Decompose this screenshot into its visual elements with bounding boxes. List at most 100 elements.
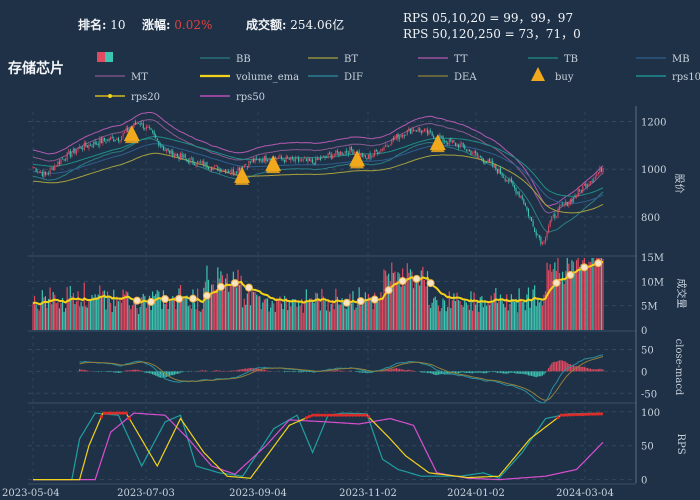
volume-bar (580, 264, 582, 330)
macd-hist-bar (82, 370, 84, 372)
volume-bar (361, 300, 363, 330)
candle-body (450, 137, 452, 142)
candle-body (572, 196, 575, 203)
macd-hist-bar (167, 371, 169, 377)
macd-hist-bar (493, 371, 495, 372)
macd-hist-bar (544, 371, 547, 373)
macd-hist-bar (571, 365, 573, 372)
candle-body (487, 159, 489, 163)
rank-label: 排名: (78, 18, 107, 32)
volume-bar (175, 309, 177, 330)
volume-bar (426, 271, 429, 330)
candle-body (527, 208, 529, 217)
volume-bar (237, 269, 239, 330)
candle-body (479, 156, 481, 157)
volume-bar (262, 302, 264, 330)
macd-hist-bar (333, 370, 335, 372)
candle-body (364, 155, 366, 157)
macd-hist-bar (579, 366, 581, 372)
candle-body (492, 160, 494, 167)
macd-hist-bar (468, 371, 471, 373)
candle-body (262, 159, 264, 162)
volume-bar (46, 307, 48, 330)
volume-bar (383, 269, 385, 330)
macd-hist-bar (262, 370, 264, 372)
macd-hist-bar (534, 371, 536, 377)
candle-body (552, 214, 554, 217)
macd-hist-bar (437, 371, 439, 375)
volume-bar (259, 296, 261, 330)
volume-bar (110, 302, 112, 330)
candle-body (445, 140, 447, 143)
band-MB (33, 143, 604, 204)
rps-high-dot (323, 413, 327, 417)
volume-bar (434, 296, 436, 330)
candle-body (412, 130, 415, 131)
candle-body (299, 160, 301, 162)
volume-bar (555, 270, 558, 330)
rps-high-dot (307, 414, 312, 419)
candle-body (218, 168, 220, 172)
candle-body (482, 158, 484, 163)
macd-hist-bar (394, 368, 396, 372)
candle-body (599, 167, 601, 173)
volume-bar (114, 306, 116, 330)
volume-bar (122, 289, 124, 330)
candle-body (538, 235, 540, 238)
candle-body (476, 152, 478, 156)
macd-hist-bar (200, 370, 202, 372)
macd-hist-bar (249, 368, 252, 372)
candle-body (103, 137, 105, 141)
candle-body (419, 128, 421, 131)
macd-hist-bar (360, 371, 362, 373)
x-tick-label: 2023-07-03 (117, 488, 175, 499)
volume-bar (297, 300, 300, 330)
candle-body (451, 140, 453, 143)
candle-body (232, 169, 234, 174)
volume-bar (374, 292, 376, 330)
candle-body (110, 137, 112, 140)
volume-bar (602, 259, 604, 330)
y-tick-label: 100 (641, 408, 660, 419)
rps10-line (33, 412, 604, 481)
volume-bar (593, 257, 595, 330)
volume-bar (83, 282, 85, 330)
y-tick-label: 50 (641, 442, 654, 453)
candle-body (195, 164, 197, 166)
macd-hist-bar (406, 369, 408, 372)
volume-bar (133, 302, 135, 330)
macd-hist-bar (538, 371, 540, 377)
candle-body (430, 131, 432, 133)
macd-hist-bar (541, 371, 544, 376)
macd-hist-bar (462, 371, 464, 373)
candle-body (447, 143, 449, 144)
candle-body (422, 130, 424, 133)
macd-hist-bar (484, 371, 486, 374)
rps-line-2: RPS 50,120,250 = 73，71，0 (403, 27, 581, 41)
macd-hist-bar (398, 368, 401, 372)
macd-hist-bar (158, 371, 160, 378)
macd-hist-bar (591, 369, 593, 372)
volume-bar (66, 287, 68, 330)
candle-body (46, 174, 48, 176)
macd-hist-bar (489, 371, 491, 373)
candle-body (408, 128, 410, 132)
volume-bar (540, 300, 542, 330)
rps-high-dot (304, 416, 308, 420)
candle-body (420, 130, 422, 133)
volume-bar (492, 300, 494, 330)
legend-item-MB: MB (636, 54, 690, 65)
legend-candle-up (97, 52, 105, 62)
volume-bar (591, 257, 593, 330)
candle-body (243, 165, 245, 168)
candle-body (206, 162, 208, 168)
macd-hist-bar (170, 371, 172, 376)
volume-bar (386, 275, 388, 330)
volume-bar (423, 279, 425, 330)
volume-bar (111, 312, 113, 330)
candle-body (501, 173, 503, 177)
volume-bar (360, 305, 362, 330)
candle-body (397, 133, 399, 139)
candle-body (38, 171, 40, 173)
